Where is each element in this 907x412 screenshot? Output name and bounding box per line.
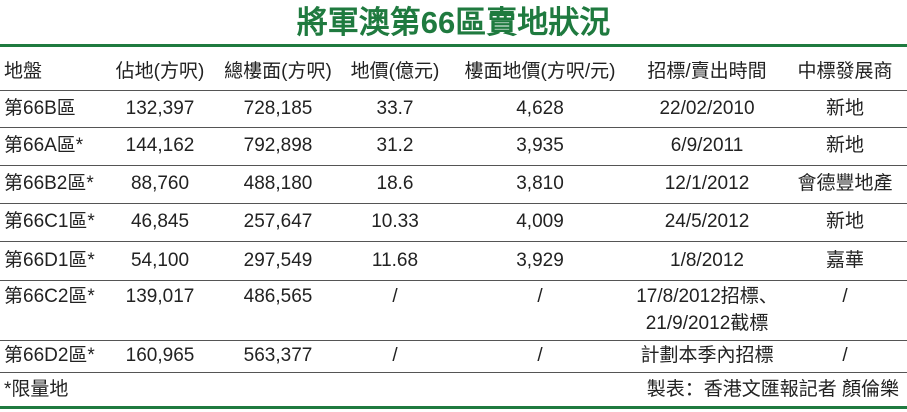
cell: 第66D2區* [4, 345, 95, 366]
cell: 第66C1區* [4, 211, 95, 232]
header-cell: 地盤 [4, 61, 43, 82]
row-divider [0, 203, 907, 204]
cell: 22/02/2010 [659, 97, 755, 119]
cell: 計劃本季內招標 [640, 345, 774, 366]
cell: 新地 [825, 135, 864, 156]
header-cell: 地價(億元) [350, 61, 440, 82]
cell: 第66D1區* [4, 249, 95, 271]
cell: 第66B2區* [4, 173, 94, 194]
cell: 54,100 [130, 249, 190, 271]
cell: 486,565 [243, 286, 313, 307]
cell: 18.6 [376, 173, 414, 194]
header-cell: 佔地(方呎) [115, 61, 205, 82]
header-cell: 樓面地價(方呎/元) [464, 61, 616, 82]
cell: 24/5/2012 [664, 211, 750, 232]
cell: 6/9/2011 [670, 135, 744, 156]
cell: 31.2 [376, 135, 414, 156]
row-divider [0, 372, 907, 373]
cell: 11.68 [371, 249, 419, 271]
cell: / [842, 286, 848, 307]
cell: 728,185 [243, 97, 313, 119]
cell: 新地 [825, 97, 864, 119]
cell: / [392, 345, 398, 366]
cell: 488,180 [243, 173, 313, 194]
header-cell: 總樓面(方呎) [224, 61, 332, 82]
cell: 3,810 [516, 173, 564, 194]
credit: 製表：香港文匯報記者 顏倫樂 [646, 379, 899, 400]
cell: / [842, 345, 848, 366]
cell-line: 21/9/2012截標 [645, 313, 769, 334]
footnote: *限量地 [4, 379, 69, 400]
rule-bottom [0, 406, 907, 409]
cell: 257,647 [243, 211, 313, 232]
cell: 563,377 [243, 345, 313, 366]
cell: 33.7 [376, 97, 414, 119]
cell: 第66B區 [4, 97, 76, 119]
header-cell: 中標發展商 [797, 61, 893, 82]
row-divider [0, 280, 907, 281]
cell: / [537, 286, 543, 307]
row-divider [0, 165, 907, 166]
cell: 3,929 [516, 249, 564, 271]
row-divider [0, 90, 907, 91]
cell: 3,935 [516, 135, 564, 156]
row-divider [0, 241, 907, 242]
rule-top [0, 44, 907, 47]
cell: 會德豐地產 [797, 173, 893, 194]
cell: 12/1/2012 [664, 173, 750, 194]
cell: / [392, 286, 398, 307]
cell: 4,009 [516, 211, 564, 232]
cell: 88,760 [130, 173, 190, 194]
cell: 第66A區* [4, 135, 84, 156]
row-divider [0, 127, 907, 128]
header-cell: 招標/賣出時間 [647, 61, 767, 82]
row-divider [0, 340, 907, 341]
cell: 嘉華 [825, 249, 864, 271]
cell: 46,845 [130, 211, 190, 232]
cell: / [537, 345, 543, 366]
cell: 新地 [825, 211, 864, 232]
cell: 297,549 [243, 249, 313, 271]
title: 將軍澳第66區賣地狀況 [296, 5, 611, 40]
cell: 160,965 [125, 345, 195, 366]
cell: 4,628 [516, 97, 564, 119]
cell: 1/8/2012 [670, 249, 744, 271]
cell-line: 17/8/2012招標、 [636, 286, 778, 307]
cell: 132,397 [125, 97, 195, 119]
cell: 139,017 [125, 286, 195, 307]
cell: 10.33 [371, 211, 419, 232]
cell: 792,898 [243, 135, 313, 156]
cell: 144,162 [125, 135, 195, 156]
cell: 第66C2區* [4, 286, 95, 307]
